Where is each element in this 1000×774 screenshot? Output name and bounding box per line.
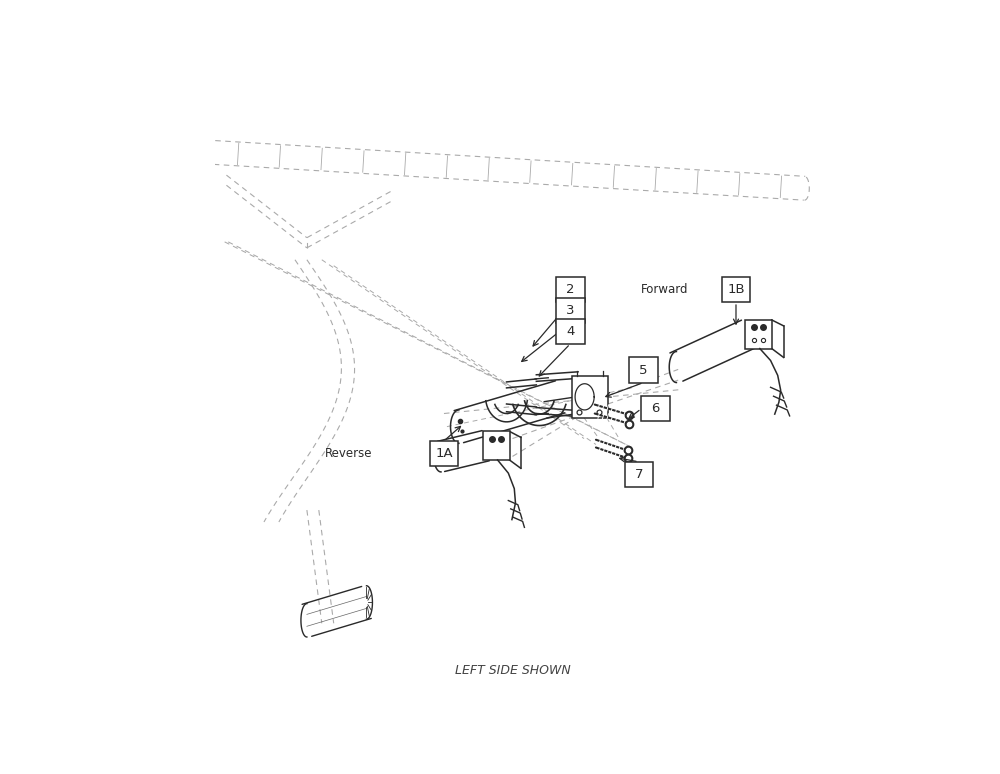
Text: Reverse: Reverse <box>325 447 372 460</box>
Bar <box>556 319 585 344</box>
Text: 5: 5 <box>639 364 648 376</box>
Bar <box>430 441 458 466</box>
Text: 2: 2 <box>566 283 575 296</box>
Text: LEFT SIDE SHOWN: LEFT SIDE SHOWN <box>455 665 570 677</box>
Bar <box>745 320 772 348</box>
Text: 4: 4 <box>566 325 574 337</box>
Text: 7: 7 <box>635 467 643 481</box>
Text: 1B: 1B <box>727 283 745 296</box>
Bar <box>572 376 608 418</box>
Text: Forward: Forward <box>641 283 688 296</box>
Bar <box>629 358 658 382</box>
Bar <box>556 298 585 323</box>
Bar <box>722 277 750 302</box>
Text: 6: 6 <box>651 402 660 415</box>
Text: 3: 3 <box>566 304 575 317</box>
Bar <box>625 462 653 487</box>
Bar <box>483 431 510 460</box>
Bar <box>556 277 585 302</box>
Text: 1A: 1A <box>435 447 453 460</box>
Bar <box>641 396 670 421</box>
